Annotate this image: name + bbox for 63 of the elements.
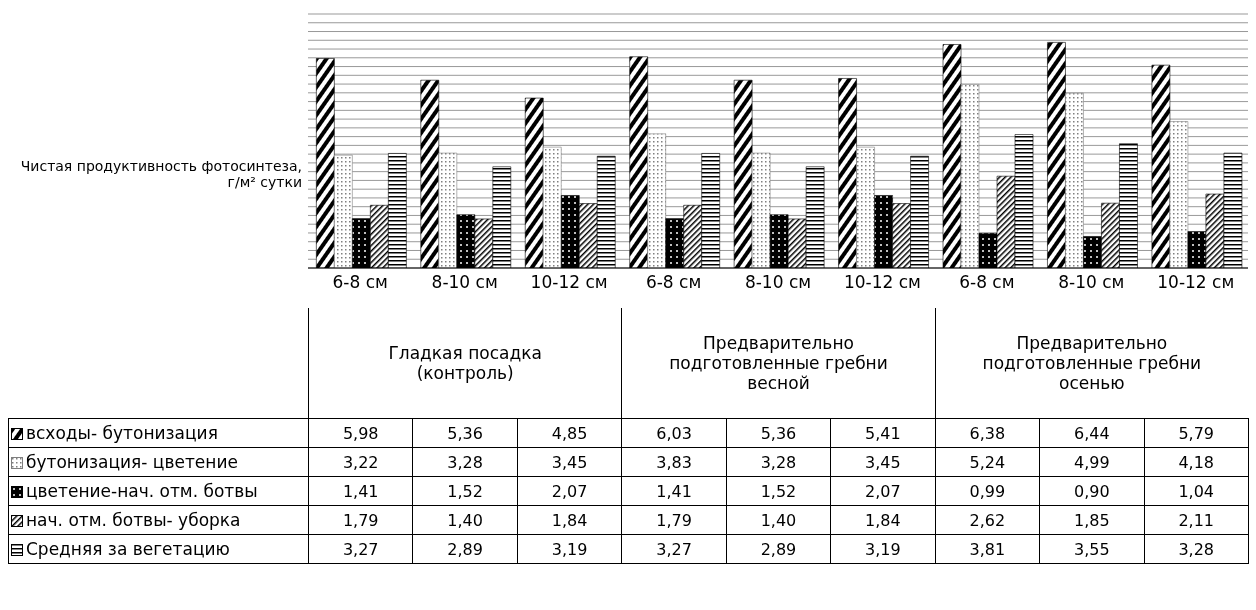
data-label: 4,18	[1144, 447, 1249, 477]
data-label: 3,83	[621, 447, 727, 477]
data-label: 2,07	[830, 476, 936, 506]
data-label: 3,55	[1039, 534, 1144, 564]
data-label: 6,38	[935, 418, 1040, 448]
data-label: 1,79	[308, 505, 413, 535]
x-tick-label: 10-12 см	[530, 272, 608, 293]
x-tick-label: 6-8 см	[332, 272, 388, 293]
data-label: 1,52	[412, 476, 518, 506]
x-tick-label: 8-10 см	[431, 272, 498, 293]
data-label: 3,45	[517, 447, 622, 477]
x-tick-label: 6-8 см	[645, 272, 702, 293]
data-label: 0,90	[1039, 476, 1144, 506]
y-axis-title: Чистая продуктивность фотосинтеза, г/м² сутки	[19, 158, 302, 190]
data-label: 2,62	[935, 505, 1040, 535]
data-label: 5,36	[726, 418, 831, 448]
data-label: 3,27	[308, 534, 413, 564]
x-tick-label: 8-10 см	[1058, 272, 1125, 293]
data-label: 4,85	[517, 418, 622, 448]
data-label: 3,81	[935, 534, 1040, 564]
legend-label: всходы- бутонизация	[8, 418, 309, 448]
data-label: 1,40	[412, 505, 518, 535]
data-label: 1,41	[621, 476, 727, 506]
data-label: 1,04	[1144, 476, 1249, 506]
text: Гладкая посадка (контроль)	[308, 308, 622, 418]
data-label: 4,99	[1039, 447, 1144, 477]
legend-label: Средняя за вегетацию	[8, 534, 309, 564]
data-label: 6,03	[621, 418, 727, 448]
data-label: 1,41	[308, 476, 413, 506]
data-label: 3,28	[726, 447, 831, 477]
x-tick-label: 8-10 см	[744, 272, 812, 293]
data-label: 5,36	[412, 418, 518, 448]
data-label: 1,84	[517, 505, 622, 535]
x-tick-label: 6-8 см	[959, 272, 1015, 293]
text: Предварительно подготовленные гребни весной	[621, 308, 935, 418]
legend-label: нач. отм. ботвы- уборка	[8, 505, 309, 535]
data-label: 2,89	[412, 534, 518, 564]
data-label: 2,11	[1144, 505, 1249, 535]
data-label: 5,98	[308, 418, 413, 448]
data-label: 1,79	[621, 505, 727, 535]
data-label: 1,84	[830, 505, 936, 535]
legend-label: цветение-нач. отм. ботвы	[8, 476, 309, 506]
data-label: 3,27	[621, 534, 727, 564]
data-label: 0,99	[935, 476, 1040, 506]
data-label: 5,79	[1144, 418, 1249, 448]
legend-label: бутонизация- цветение	[8, 447, 309, 477]
data-label: 2,07	[517, 476, 622, 506]
data-label: 5,24	[935, 447, 1040, 477]
data-label: 3,28	[1144, 534, 1249, 564]
data-label: 3,19	[517, 534, 622, 564]
data-label: 1,40	[726, 505, 831, 535]
data-label: 2,89	[726, 534, 831, 564]
x-tick-label: 10-12 см	[1157, 272, 1235, 293]
data-label: 1,52	[726, 476, 831, 506]
data-label: 3,28	[412, 447, 518, 477]
data-label: 6,44	[1039, 418, 1144, 448]
data-label: 5,41	[830, 418, 936, 448]
text: Предварительно подготовленные гребни осенью	[934, 308, 1248, 418]
data-label: 1,85	[1039, 505, 1144, 535]
x-tick-label: 10-12 см	[843, 272, 921, 293]
data-label: 3,22	[308, 447, 413, 477]
data-label: 3,19	[830, 534, 936, 564]
data-label: 3,45	[830, 447, 936, 477]
